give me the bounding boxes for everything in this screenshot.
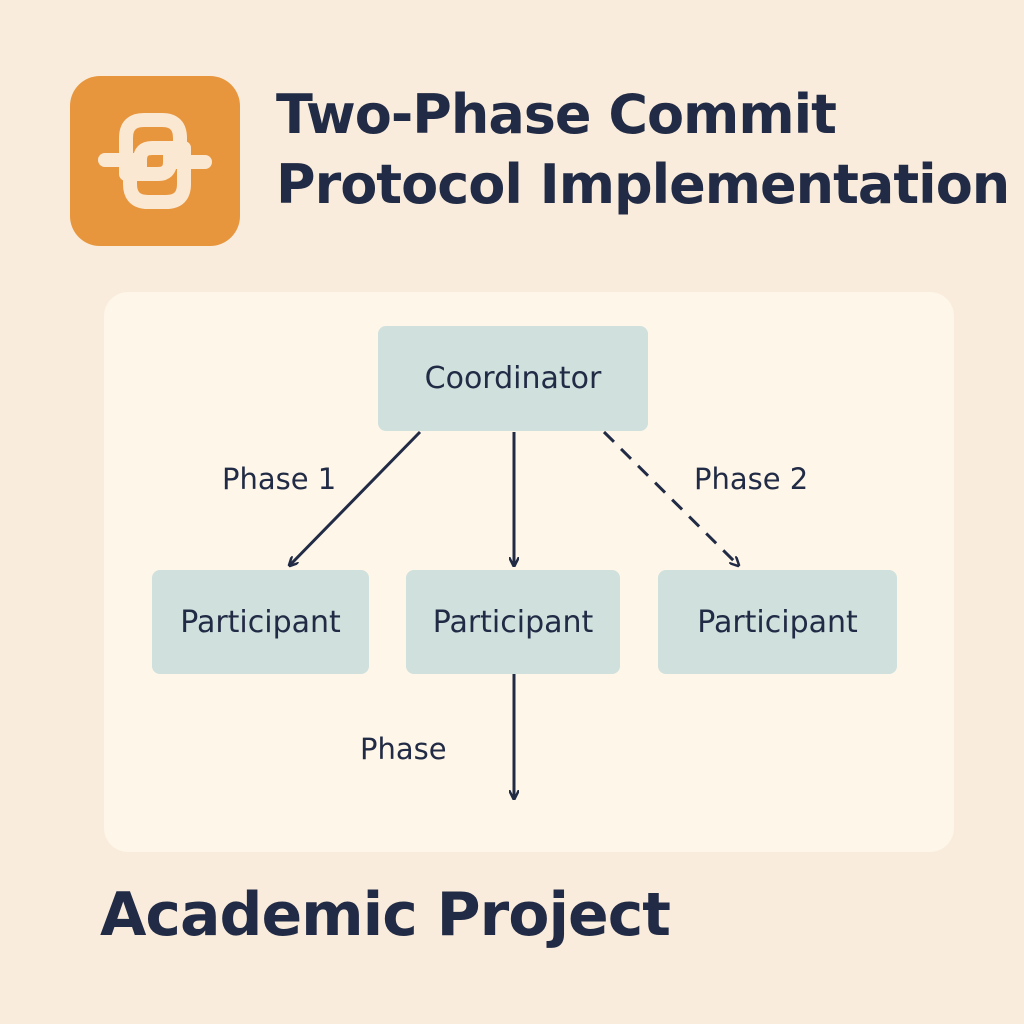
participant-node-3: Participant bbox=[658, 570, 897, 674]
phase-label: Phase bbox=[360, 732, 447, 766]
participant-node-2: Participant bbox=[406, 570, 620, 674]
python-logo-glyph bbox=[98, 113, 212, 209]
footer-title: Academic Project bbox=[100, 880, 671, 950]
arrow-coordinator-to-participant-1 bbox=[290, 430, 422, 565]
page-title: Two-Phase Commit Protocol Implementation bbox=[276, 80, 1016, 220]
arrow-coordinator-to-participant-3 bbox=[602, 430, 738, 565]
title-line-1: Two-Phase Commit bbox=[276, 83, 837, 146]
phase-2-label: Phase 2 bbox=[694, 462, 809, 496]
phase-1-label: Phase 1 bbox=[222, 462, 337, 496]
diagram-arrows bbox=[104, 430, 954, 852]
title-line-2: Protocol Implementation bbox=[276, 153, 1010, 216]
diagram-panel: Coordinator Participant Participant Part… bbox=[104, 292, 954, 852]
python-logo-icon bbox=[70, 76, 240, 246]
coordinator-node: Coordinator bbox=[378, 326, 648, 431]
participant-node-1: Participant bbox=[152, 570, 369, 674]
